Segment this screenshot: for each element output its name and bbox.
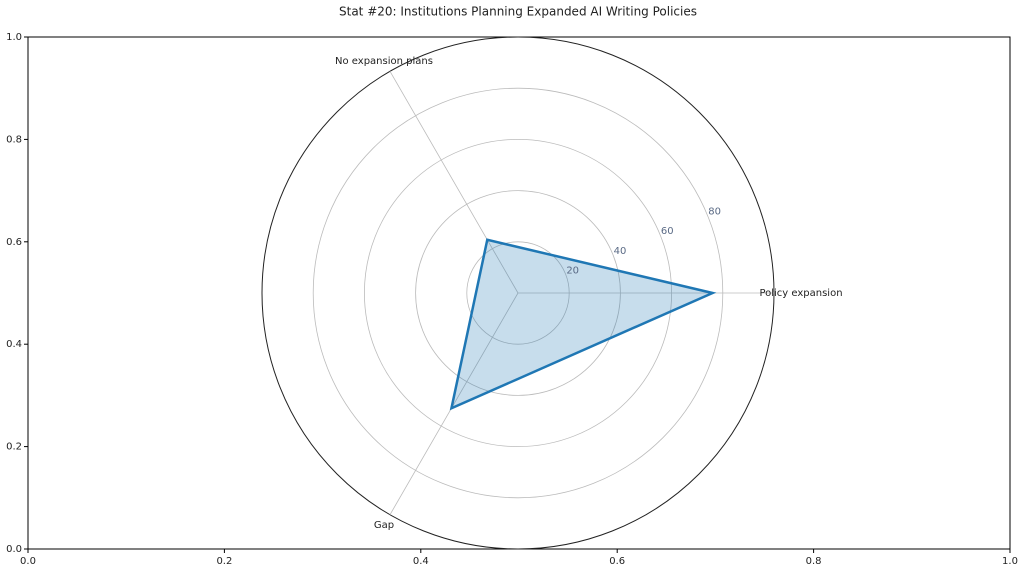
category-label: Policy expansion [759, 288, 842, 299]
radar-line [449, 238, 717, 411]
y-tick-label: 0.6 [6, 237, 22, 248]
y-tick-label: 0.4 [6, 339, 22, 350]
r-tick-label: 80 [708, 207, 721, 218]
y-tick-label: 0.8 [6, 134, 22, 145]
x-tick-label: 0.4 [413, 556, 429, 567]
r-tick-label: 60 [661, 226, 674, 237]
y-tick-label: 1.0 [6, 32, 22, 43]
spoke [389, 292, 519, 515]
category-label: Gap [374, 520, 394, 531]
x-tick-label: 1.0 [1002, 556, 1018, 567]
spoke [389, 71, 519, 294]
x-tick-label: 0.0 [20, 556, 36, 567]
x-tick-label: 0.8 [806, 556, 822, 567]
x-tick-label: 0.6 [609, 556, 625, 567]
r-tick-label: 40 [614, 246, 627, 257]
radar-area [451, 239, 713, 409]
category-label: No expansion plans [335, 56, 433, 67]
x-tick-label: 0.2 [216, 556, 232, 567]
y-tick-label: 0.0 [6, 544, 22, 555]
y-tick-label: 0.2 [6, 442, 22, 453]
r-tick-label: 20 [566, 265, 579, 276]
chart-title: Stat #20: Institutions Planning Expanded… [339, 5, 697, 19]
